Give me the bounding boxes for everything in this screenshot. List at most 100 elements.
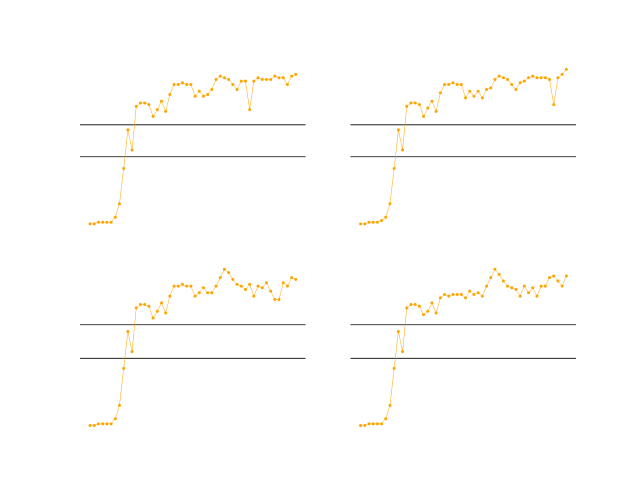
point: [88, 424, 92, 428]
point: [109, 220, 113, 224]
point: [480, 96, 484, 100]
point: [531, 74, 535, 78]
point: [459, 82, 463, 86]
point: [413, 303, 417, 307]
point: [248, 108, 252, 112]
point: [476, 89, 480, 93]
point: [101, 422, 105, 426]
point: [201, 286, 205, 290]
point: [113, 215, 117, 219]
point: [285, 82, 289, 86]
point: [151, 316, 155, 320]
point: [294, 72, 298, 76]
point: [556, 76, 560, 80]
point: [201, 94, 205, 98]
point: [180, 81, 184, 85]
point: [489, 276, 493, 280]
point: [510, 82, 514, 86]
point: [264, 281, 268, 285]
point: [269, 77, 273, 81]
point: [88, 222, 92, 226]
point: [176, 82, 180, 86]
point: [459, 292, 463, 296]
point: [277, 298, 281, 302]
point: [143, 101, 147, 105]
point: [564, 67, 568, 71]
point: [485, 88, 489, 92]
point: [264, 77, 268, 81]
point: [130, 148, 134, 152]
point: [468, 289, 472, 293]
point: [210, 291, 214, 295]
point: [164, 311, 168, 315]
point: [367, 220, 371, 224]
point: [109, 422, 113, 426]
point: [401, 148, 405, 152]
point: [92, 424, 96, 428]
point: [493, 267, 497, 271]
point: [455, 82, 459, 86]
point: [117, 202, 121, 206]
point: [260, 77, 264, 81]
point: [535, 76, 539, 80]
point: [273, 74, 277, 78]
point: [464, 96, 468, 100]
point: [117, 403, 121, 407]
point: [430, 301, 434, 305]
point: [105, 220, 109, 224]
point: [359, 222, 363, 226]
point: [197, 89, 201, 93]
point: [359, 424, 363, 428]
point: [518, 294, 522, 298]
point: [122, 166, 126, 170]
point: [130, 350, 134, 354]
point: [564, 274, 568, 278]
point: [552, 103, 556, 107]
point: [281, 76, 285, 80]
point: [434, 109, 438, 113]
point: [531, 286, 535, 290]
point: [193, 94, 197, 98]
point: [231, 277, 235, 281]
point: [480, 294, 484, 298]
point: [543, 284, 547, 288]
point: [548, 276, 552, 280]
point: [501, 279, 505, 283]
point: [105, 422, 109, 426]
point: [290, 276, 294, 280]
point: [501, 76, 505, 80]
point: [443, 82, 447, 86]
point: [248, 282, 252, 286]
point: [451, 81, 455, 85]
point: [197, 291, 201, 295]
point: [401, 350, 405, 354]
point: [172, 284, 176, 288]
point: [560, 72, 564, 76]
point: [189, 284, 193, 288]
point: [210, 88, 214, 92]
point: [468, 89, 472, 93]
point: [443, 292, 447, 296]
point: [455, 292, 459, 296]
point: [417, 103, 421, 107]
point: [409, 101, 413, 105]
point: [396, 329, 400, 333]
point: [159, 301, 163, 305]
point: [396, 128, 400, 132]
point: [413, 101, 417, 105]
point: [543, 76, 547, 80]
point: [380, 422, 384, 426]
point: [176, 284, 180, 288]
point: [556, 279, 560, 283]
point: [447, 82, 451, 86]
point: [438, 91, 442, 95]
point: [371, 422, 375, 426]
point: [239, 284, 243, 288]
point: [506, 284, 510, 288]
point: [214, 77, 218, 81]
point: [422, 313, 426, 317]
point: [285, 284, 289, 288]
point: [222, 76, 226, 80]
point: [417, 304, 421, 308]
